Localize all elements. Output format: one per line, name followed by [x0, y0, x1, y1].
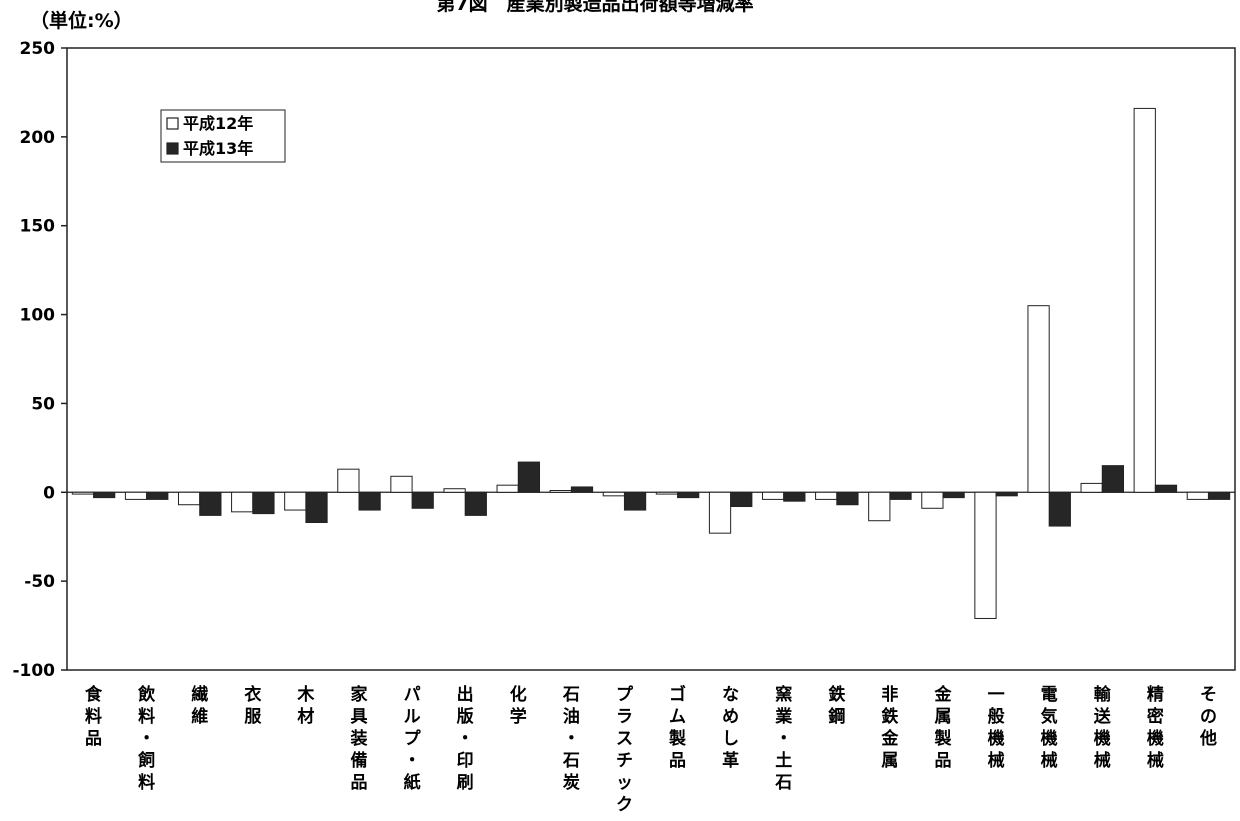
category-label: なめし革 [722, 685, 739, 771]
category-label: パルプ・紙 [404, 685, 422, 793]
y-tick-label: 50 [31, 394, 55, 414]
bar-2000-12 [708, 491, 732, 534]
category-label: 石油・石炭 [562, 685, 580, 793]
bar-2001-19 [1101, 465, 1125, 493]
y-tick-label: 150 [20, 217, 56, 237]
y-tick-label: 250 [20, 39, 56, 59]
bar-2000-20 [1133, 107, 1156, 493]
category-label: 家具装備品 [350, 684, 368, 793]
category-label: 食料品 [85, 684, 103, 749]
bar-2000-4 [284, 491, 307, 511]
y-tick-label: 200 [20, 128, 56, 148]
bar-2000-18 [1027, 305, 1050, 493]
bar-2000-0 [71, 491, 95, 495]
bar-2000-7 [443, 488, 466, 493]
bar-2000-10 [602, 491, 625, 497]
bar-2001-16 [942, 491, 965, 499]
bar-2000-3 [231, 491, 254, 513]
category-label: 一般機械 [988, 685, 1005, 771]
bar-2000-19 [1080, 482, 1103, 493]
bar-2000-1 [124, 491, 148, 500]
bar-2001-3 [252, 491, 275, 515]
bar-2000-21 [1186, 491, 1209, 500]
bars [71, 107, 1231, 619]
y-tick-label: -100 [12, 661, 55, 681]
category-label: 飲料・飼料 [137, 684, 156, 793]
unit-label: （単位:%） [30, 9, 133, 32]
bar-2001-11 [677, 491, 700, 499]
bar-2001-20 [1154, 484, 1178, 493]
legend-label-2001: 平成13年 [183, 139, 253, 158]
bar-2000-17 [974, 491, 997, 619]
bar-2001-1 [146, 491, 169, 500]
chart-title: 第7図 産業別製造品出荷額等増減率 [436, 0, 753, 15]
bar-2001-13 [783, 491, 806, 502]
bar-2000-14 [815, 491, 838, 500]
y-tick-label: 0 [43, 483, 55, 503]
y-tick-label: -50 [24, 572, 55, 592]
category-label: 窯業・土石 [774, 684, 792, 793]
bar-2000-11 [655, 491, 679, 495]
bar-2000-2 [177, 491, 201, 506]
bar-2000-8 [496, 484, 519, 493]
category-label: 繊維 [191, 684, 208, 727]
bar-2001-17 [995, 491, 1018, 497]
category-label: 精密機械 [1147, 684, 1164, 771]
legend-swatch-2000 [166, 117, 179, 130]
category-label: 輸送機械 [1094, 684, 1112, 771]
legend-swatch-2001 [166, 142, 179, 155]
y-tick-label: 100 [20, 306, 56, 326]
bar-2000-6 [390, 475, 413, 493]
bar-2000-16 [921, 491, 944, 509]
bar-2001-2 [199, 491, 222, 516]
bar-2000-13 [761, 491, 785, 500]
category-label: 電気機械 [1040, 685, 1058, 771]
bar-2001-18 [1048, 491, 1071, 527]
bar-2001-15 [889, 491, 912, 500]
bar-2001-4 [305, 491, 328, 524]
category-label: その他 [1199, 685, 1217, 749]
category-label: 木材 [296, 684, 315, 727]
bar-2001-21 [1207, 491, 1231, 500]
bar-2001-7 [464, 491, 487, 516]
bar-2001-8 [517, 461, 541, 493]
category-label: ゴム製品 [668, 684, 686, 771]
category-label: 衣服 [244, 684, 262, 727]
category-label: 出版・印刷 [457, 684, 474, 793]
bar-2001-10 [623, 491, 647, 511]
category-label: 鉄鋼 [827, 684, 845, 727]
bar-2001-0 [93, 491, 116, 499]
bar-2001-6 [411, 491, 434, 509]
category-label: 非鉄金属 [880, 684, 899, 771]
bar-2001-9 [570, 486, 594, 493]
category-label: 化学 [510, 684, 527, 727]
y-axis: 250 200 150 100 50 0 -50 -100 [12, 39, 67, 681]
bar-2000-5 [337, 468, 360, 493]
legend-box [160, 109, 286, 163]
bar-2001-12 [730, 491, 753, 508]
plot-frame [66, 47, 1236, 671]
legend: 平成12年 平成13年 [160, 109, 286, 163]
bar-2000-9 [549, 490, 572, 493]
category-label: プラスチック [616, 684, 634, 815]
category-label: 金属製品 [934, 684, 953, 771]
legend-label-2000: 平成12年 [183, 114, 253, 133]
bar-2001-5 [358, 491, 381, 511]
bar-2000-15 [868, 491, 891, 522]
bar-2001-14 [836, 491, 859, 506]
